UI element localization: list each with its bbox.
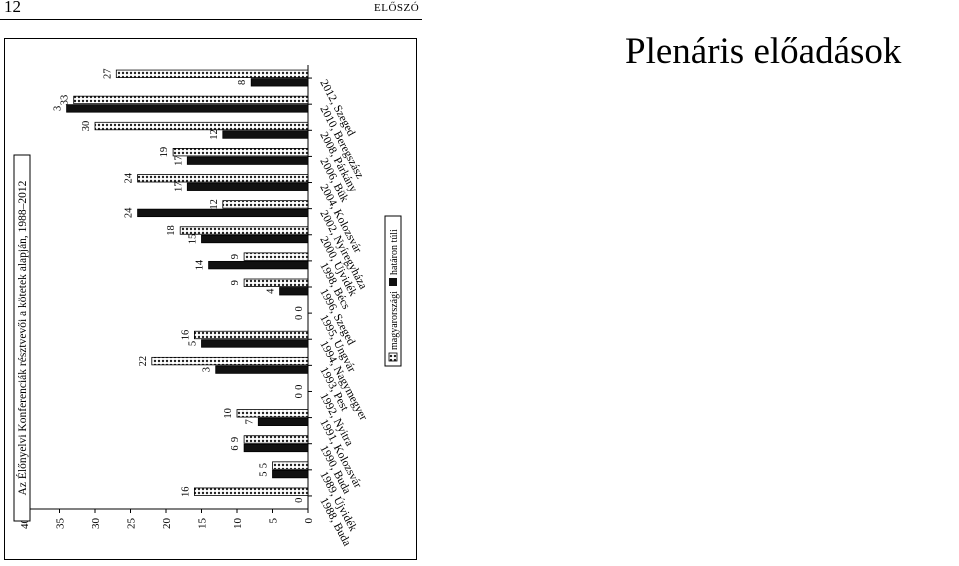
value-tick-label: 20 <box>161 518 173 530</box>
data-label: 22 <box>138 356 149 367</box>
bar-magyarorszagi <box>73 95 309 105</box>
bar-magyarorszagi <box>179 226 309 235</box>
value-tick-label: 25 <box>126 518 138 530</box>
data-label: 30 <box>81 121 92 132</box>
bar-hataron-tuli <box>222 130 309 139</box>
bar-hataron-tuli <box>279 287 309 296</box>
bar-hataron-tuli <box>250 78 309 87</box>
value-tick-label: 15 <box>197 518 209 530</box>
data-label: 17 <box>173 182 184 193</box>
running-head: ELŐSZÓ <box>374 2 420 14</box>
bar-magyarorszagi <box>236 409 309 418</box>
value-tick-label: 0 <box>303 518 315 524</box>
data-label: 0 <box>294 315 305 320</box>
data-label: 16 <box>180 330 191 341</box>
header-rule <box>0 19 422 20</box>
section-title: Plenáris előadások <box>625 31 902 72</box>
data-label: 0 <box>294 498 305 503</box>
bar-hataron-tuli <box>66 104 309 113</box>
bar-hataron-tuli <box>257 417 309 426</box>
bar-magyarorszagi <box>222 200 309 209</box>
data-label: 3 <box>202 367 213 372</box>
data-label: 5 <box>188 341 199 346</box>
bar-magyarorszagi <box>193 330 309 340</box>
data-label: 17 <box>173 155 184 166</box>
data-label: 9 <box>230 280 241 285</box>
data-label: 24 <box>124 172 135 183</box>
bar-hataron-tuli <box>186 156 309 165</box>
bar-hataron-tuli <box>201 339 309 348</box>
data-label: 5 <box>259 471 270 476</box>
bar-hataron-tuli <box>208 260 309 270</box>
bar-magyarorszagi <box>243 435 309 444</box>
bar-magyarorszagi <box>193 487 309 496</box>
bar-hataron-tuli <box>243 443 309 453</box>
data-label: 9 <box>230 254 241 259</box>
bar-magyarorszagi <box>272 461 309 470</box>
bar-hataron-tuli <box>272 469 309 479</box>
legend-swatch-magyarorszagi <box>388 352 398 362</box>
bar-magyarorszagi <box>172 148 309 157</box>
data-label: 12 <box>209 199 220 210</box>
data-label: 10 <box>223 408 234 419</box>
data-label: 3 <box>53 106 64 111</box>
bar-magyarorszagi <box>115 69 309 78</box>
bar-hataron-tuli <box>137 208 309 218</box>
bar-hataron-tuli <box>201 234 309 244</box>
value-tick-label: 10 <box>232 518 244 530</box>
value-tick-label: 40 <box>19 518 31 530</box>
data-label: 19 <box>159 147 170 158</box>
data-label: 18 <box>166 225 177 236</box>
data-label: 0 <box>294 385 305 390</box>
data-label: 7 <box>244 419 255 424</box>
data-label: 4 <box>266 288 277 294</box>
data-label: 9 <box>230 437 241 442</box>
data-label: 8 <box>237 80 248 85</box>
value-tick-label: 35 <box>55 518 67 530</box>
data-label: 24 <box>124 207 135 218</box>
bar-hataron-tuli <box>186 182 309 191</box>
legend: magyarországi határon túli <box>384 215 402 367</box>
bar-magyarorszagi <box>137 174 309 183</box>
legend-swatch-hataron-tuli <box>389 278 397 286</box>
bar-magyarorszagi <box>243 278 309 287</box>
chart-title-box: Az Élőnyelvi Konferenciák résztvevői a k… <box>13 154 31 522</box>
page-number: 12 <box>4 0 21 16</box>
data-label: 0 <box>294 393 305 398</box>
chart-figure: 0 5 10 15 20 25 30 35 40 1988, Buda 16 0 1989, Újvid… <box>4 38 417 560</box>
legend-label-magyarorszagi: magyarországi <box>389 291 400 350</box>
value-tick-label: 5 <box>268 518 280 524</box>
data-label: 33 <box>60 95 71 106</box>
bar-magyarorszagi <box>151 356 309 366</box>
data-label: 15 <box>188 234 199 245</box>
data-label: 14 <box>195 259 206 270</box>
bar-magyarorszagi <box>243 252 309 261</box>
data-label: 6 <box>230 445 241 450</box>
chart-title: Az Élőnyelvi Konferenciák résztvevői a k… <box>15 180 29 495</box>
data-label: 12 <box>209 129 220 140</box>
bar-magyarorszagi <box>94 121 309 131</box>
data-label: 5 <box>259 463 270 468</box>
bar-hataron-tuli <box>215 365 309 374</box>
data-label: 0 <box>294 306 305 311</box>
value-tick-label: 30 <box>90 518 102 530</box>
legend-label-hataron-tuli: határon túli <box>389 229 400 275</box>
data-label: 16 <box>180 486 191 497</box>
data-label: 27 <box>102 69 113 80</box>
